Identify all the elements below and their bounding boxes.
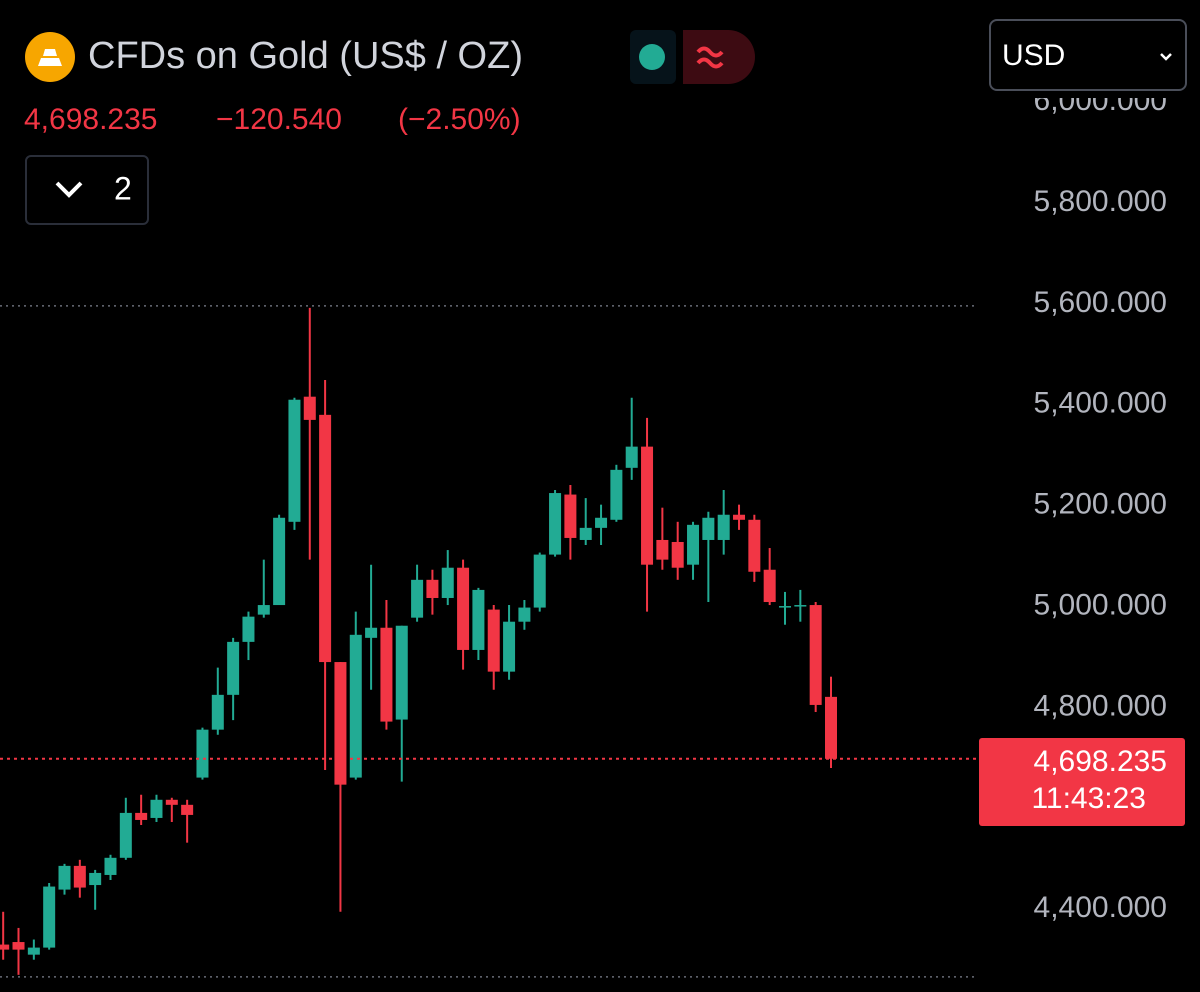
candle-body bbox=[717, 514, 730, 540]
candle-body bbox=[533, 554, 546, 608]
select-chevron bbox=[1160, 53, 1172, 61]
candle-body bbox=[579, 527, 592, 540]
y-tick-label: 4,400.000 bbox=[1034, 891, 1167, 924]
currency-select[interactable] bbox=[989, 19, 1187, 91]
candle-body bbox=[625, 446, 638, 468]
indicators-count: 2 bbox=[114, 170, 132, 206]
candle-body bbox=[150, 799, 163, 818]
candle-body bbox=[227, 641, 240, 695]
candle-body bbox=[257, 605, 270, 615]
y-tick-label: 6,000.000 bbox=[1034, 84, 1167, 117]
countdown: 11:43:23 bbox=[1031, 782, 1146, 815]
candle-body bbox=[503, 621, 516, 672]
candle-body bbox=[380, 627, 393, 722]
candle-body bbox=[319, 414, 332, 663]
candle-body bbox=[748, 519, 761, 572]
candle-body bbox=[104, 857, 117, 875]
candle-body bbox=[135, 812, 148, 820]
candle-body bbox=[196, 729, 209, 778]
y-tick-label: 5,800.000 bbox=[1034, 185, 1167, 218]
candle-body bbox=[273, 517, 286, 606]
indicators-toggle[interactable] bbox=[25, 155, 149, 225]
market-open-dot[interactable] bbox=[639, 44, 665, 70]
candle-body bbox=[411, 579, 424, 618]
candle-body bbox=[610, 469, 623, 520]
chevron-down bbox=[55, 181, 83, 198]
y-tick-label: 5,000.000 bbox=[1034, 588, 1167, 621]
candle-body bbox=[0, 944, 10, 950]
plot bbox=[0, 305, 979, 978]
candle-body bbox=[89, 872, 102, 886]
price-change: −120.540 bbox=[216, 103, 342, 136]
candle-body bbox=[27, 947, 40, 955]
candle-body bbox=[457, 567, 470, 650]
candle-body bbox=[794, 605, 807, 607]
gold-icon bbox=[25, 32, 75, 82]
price-change-percent: (−2.50%) bbox=[398, 103, 521, 136]
candle-body bbox=[426, 579, 439, 598]
candle-body bbox=[641, 446, 654, 565]
candle-body bbox=[58, 865, 71, 890]
symbol-header: CFDs on Gold (US$ / OZ) 4,698.235 −120.5… bbox=[24, 19, 1187, 225]
y-tick-label: 5,400.000 bbox=[1034, 387, 1167, 420]
candle-body bbox=[43, 886, 56, 948]
last-price: 4,698.235 bbox=[24, 103, 157, 136]
candle-body bbox=[518, 607, 531, 622]
candle-body bbox=[349, 634, 362, 778]
candle-body bbox=[73, 865, 86, 888]
candle-body bbox=[779, 606, 792, 608]
candle-body bbox=[763, 569, 776, 603]
candle-body bbox=[119, 812, 132, 858]
gold-bars bbox=[38, 49, 62, 66]
price-badge: 4,698.235 11:43:23 bbox=[979, 738, 1185, 826]
candle-body bbox=[671, 541, 684, 568]
y-tick-label: 4,800.000 bbox=[1034, 689, 1167, 722]
candle-body bbox=[288, 399, 301, 522]
candle-body bbox=[12, 942, 25, 950]
candle-body bbox=[564, 494, 577, 538]
candle-body bbox=[825, 696, 837, 759]
price-badge-bg bbox=[979, 738, 1185, 826]
candle-body bbox=[211, 694, 224, 730]
candle-body bbox=[365, 627, 378, 638]
candle-body bbox=[334, 662, 347, 785]
currency: USD bbox=[1002, 39, 1065, 72]
candle-body bbox=[656, 539, 669, 560]
candle-body bbox=[687, 524, 700, 565]
candle-body bbox=[595, 517, 608, 528]
candle-body bbox=[441, 567, 454, 598]
candle-body bbox=[165, 799, 178, 805]
y-tick-label: 5,600.000 bbox=[1034, 286, 1167, 319]
candle-body bbox=[472, 589, 485, 650]
candle-body bbox=[487, 609, 500, 672]
candle-body bbox=[549, 493, 562, 555]
alert-badge[interactable] bbox=[683, 30, 755, 84]
candle-body bbox=[733, 514, 746, 520]
candle-body bbox=[303, 396, 316, 420]
price-badge-value: 4,698.235 bbox=[1034, 745, 1167, 778]
candle-body bbox=[242, 616, 255, 642]
y-tick-label: 5,200.000 bbox=[1034, 488, 1167, 521]
wave-icon bbox=[696, 46, 724, 69]
candle-body bbox=[181, 804, 194, 815]
symbol-title: CFDs on Gold (US$ / OZ) bbox=[88, 35, 523, 77]
candle-body bbox=[395, 625, 408, 720]
candle-body bbox=[809, 605, 822, 705]
candle-body bbox=[702, 517, 715, 540]
